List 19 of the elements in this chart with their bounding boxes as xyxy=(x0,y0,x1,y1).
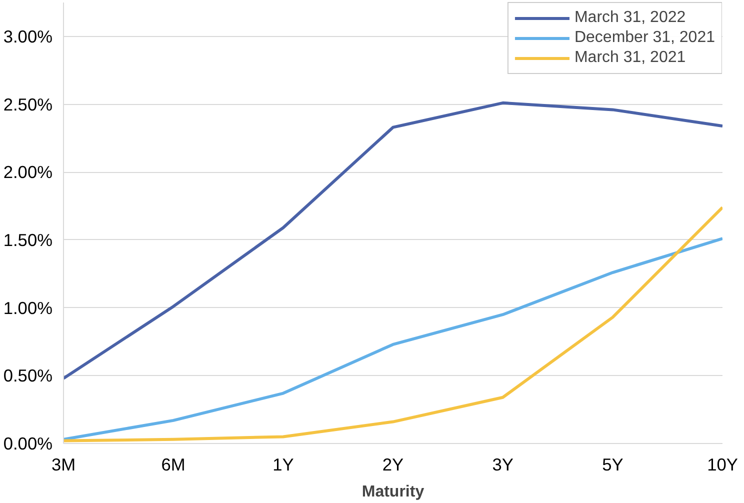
y-tick-label: 1.00% xyxy=(3,298,53,318)
y-tick-label: 2.50% xyxy=(3,94,53,114)
y-tick-label: 0.00% xyxy=(3,434,53,454)
x-tick-label: 2Y xyxy=(382,454,404,474)
legend-label: December 31, 2021 xyxy=(574,29,715,47)
y-tick-label: 2.00% xyxy=(3,162,53,182)
legend-label: March 31, 2022 xyxy=(574,9,686,27)
x-axis-title: Maturity xyxy=(362,484,424,500)
y-tick-label: 0.50% xyxy=(3,366,53,386)
x-tick-label: 5Y xyxy=(602,454,624,474)
y-tick-label: 3.00% xyxy=(3,26,53,46)
legend-label: March 31, 2021 xyxy=(574,49,686,67)
x-tick-label: 3M xyxy=(51,454,76,474)
x-tick-label: 1Y xyxy=(272,454,294,474)
x-tick-label: 3Y xyxy=(492,454,514,474)
x-tick-label: 6M xyxy=(161,454,186,474)
line-series xyxy=(64,101,722,380)
x-tick-label: 10Y xyxy=(707,454,738,474)
y-tick-label: 1.50% xyxy=(3,230,53,250)
